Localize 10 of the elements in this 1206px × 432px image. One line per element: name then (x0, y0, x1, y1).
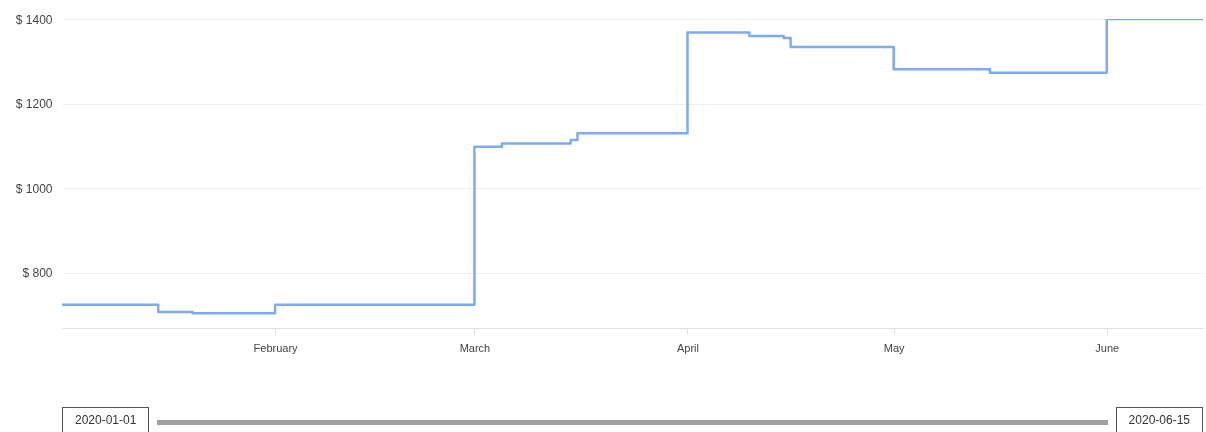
y-tick-label: $ 1200 (15, 97, 53, 112)
y-tick-label: $ 1400 (15, 12, 53, 27)
y-tick-label: $ 1000 (15, 181, 53, 196)
x-tick-label: June (1095, 341, 1120, 354)
x-tick-label: May (883, 341, 906, 354)
x-tick-label: February (253, 341, 299, 354)
y-tick-label: $ 800 (22, 266, 53, 281)
date-range-slider: 2020-01-01 2020-06-15 (62, 407, 1203, 432)
x-tick-label: April (676, 341, 699, 354)
x-tick-label: March (459, 341, 491, 354)
